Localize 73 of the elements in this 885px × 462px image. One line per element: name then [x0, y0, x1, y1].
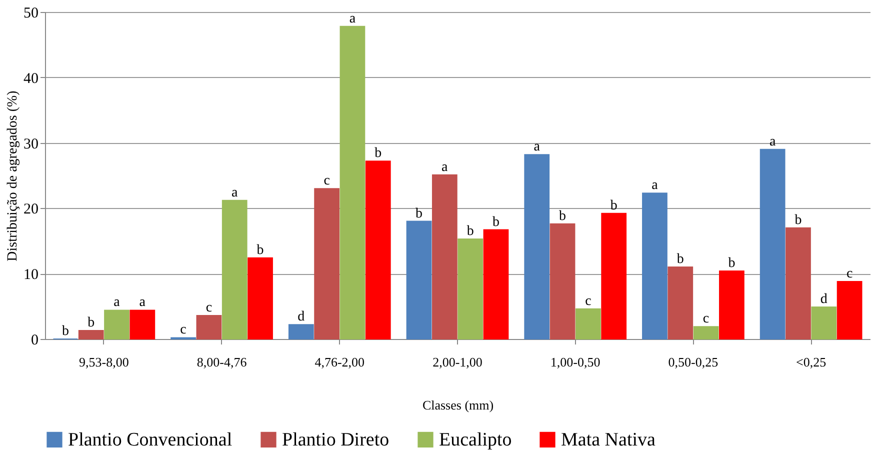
data-label: b	[728, 256, 736, 271]
bar	[288, 324, 314, 340]
y-tick-label: 10	[24, 267, 38, 284]
bar	[222, 200, 248, 340]
bar	[601, 212, 627, 340]
x-tick-label: <0,25	[796, 354, 826, 370]
data-label: a	[652, 178, 659, 194]
bar	[104, 310, 130, 340]
data-label: b	[88, 316, 95, 330]
data-label: a	[349, 11, 356, 26]
legend-label: Plantio Convencional	[68, 430, 232, 451]
data-label: a	[232, 185, 239, 200]
bar	[786, 227, 811, 340]
data-label: a	[769, 134, 776, 150]
data-label: b	[559, 208, 566, 224]
y-tick-label: 40	[24, 70, 38, 87]
bar	[668, 266, 694, 340]
data-label: c	[846, 266, 853, 282]
bar	[406, 220, 432, 340]
bar	[811, 306, 837, 340]
legend-label: Eucalipto	[439, 430, 512, 451]
bar	[760, 148, 786, 340]
bar	[550, 223, 576, 340]
bar	[314, 188, 340, 340]
x-tick-label: 8,00-4,76	[196, 354, 248, 370]
bar	[78, 330, 104, 340]
data-label: a	[534, 140, 541, 155]
bar	[642, 192, 668, 340]
x-tick-label: 9,53-8,00	[79, 354, 129, 370]
x-tick-label: 2,00-1,00	[432, 354, 482, 370]
bar	[719, 270, 744, 340]
data-label: b	[610, 198, 618, 214]
legend-label: Plantio Direto	[282, 430, 390, 451]
x-tick-label: 1,00-0,50	[550, 354, 600, 370]
bar	[248, 257, 273, 340]
data-label: c	[702, 312, 710, 327]
y-tick-label: 30	[24, 136, 38, 152]
x-tick-label: 4,76-2,00	[314, 354, 365, 370]
bar	[130, 310, 156, 340]
data-label: c	[324, 174, 330, 189]
data-label: c	[206, 300, 212, 316]
data-label: b	[492, 214, 500, 230]
data-label: c	[180, 322, 186, 338]
y-tick-label: 0	[31, 332, 38, 348]
data-label: b	[256, 242, 264, 258]
bar	[693, 326, 719, 340]
data-label: a	[139, 295, 146, 310]
bar	[483, 229, 509, 340]
y-axis-title: Distribuição de agregados (%)	[6, 90, 20, 262]
data-label: a	[114, 295, 121, 310]
bar	[432, 174, 458, 340]
y-tick-label: 20	[24, 202, 38, 218]
bar	[196, 314, 222, 340]
bar	[524, 154, 550, 340]
data-label: b	[416, 206, 423, 222]
data-label: b	[466, 224, 474, 239]
bar	[836, 280, 862, 340]
x-axis-title: Classes (mm)	[422, 398, 494, 412]
bar	[340, 26, 366, 340]
legend-label: Mata Nativa	[561, 430, 656, 451]
data-label: b	[374, 146, 382, 162]
data-label: b	[676, 252, 684, 268]
bar	[365, 160, 391, 340]
data-label: d	[820, 292, 828, 307]
data-label: a	[442, 160, 449, 175]
data-label: c	[585, 294, 592, 309]
bar	[576, 308, 601, 340]
data-label: b	[794, 212, 802, 228]
x-tick-label: 0,50-0,25	[668, 354, 718, 370]
bar	[458, 238, 484, 340]
data-label: d	[298, 310, 305, 325]
y-tick-label: 50	[24, 6, 38, 22]
data-label: b	[62, 324, 69, 339]
